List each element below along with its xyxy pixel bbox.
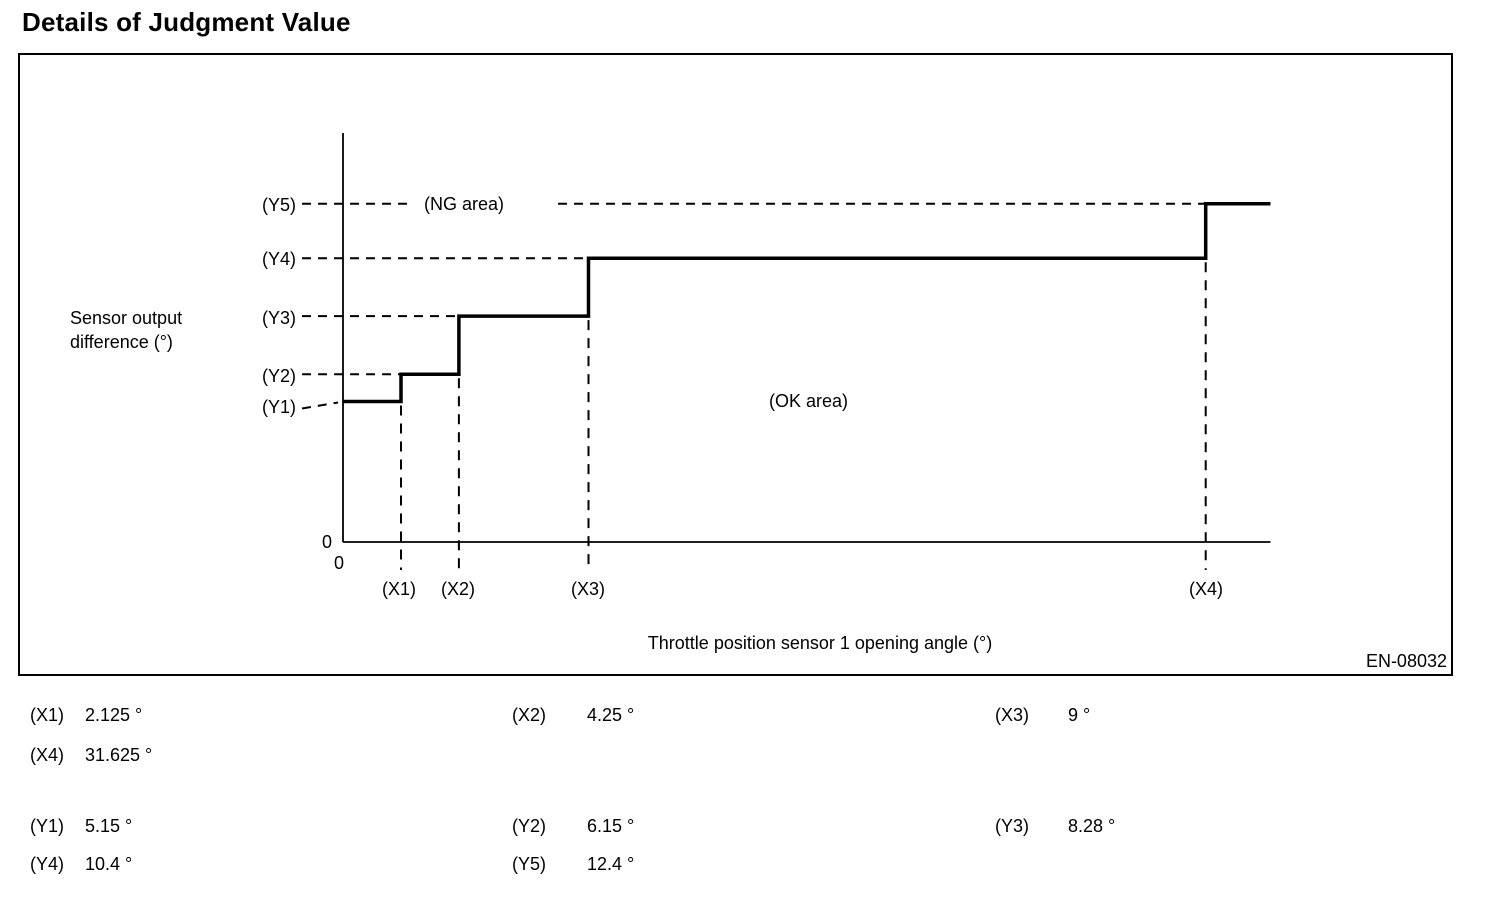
value-label-y3: (Y3) [995, 816, 1030, 836]
y-marker-y2: (Y2) [261, 366, 296, 386]
origin-zero-y: 0 [321, 532, 332, 552]
value-x2: 4.25 ° [587, 705, 635, 725]
value-label-x4: (X4) [30, 745, 65, 765]
x-marker-x4: (X4) [1188, 579, 1223, 599]
value-label-x3: (X3) [995, 705, 1030, 725]
ok-area-label: (OK area) [769, 391, 849, 411]
judgment-chart-canvas [301, 133, 1271, 570]
ng-area-label: (NG area) [424, 194, 505, 214]
value-label-x1: (X1) [30, 705, 65, 725]
judgment-boundary-line [343, 201, 1271, 404]
x-marker-x1: (X1) [381, 579, 416, 599]
judgment-value-figure [18, 53, 1453, 676]
page-title: Details of Judgment Value [22, 7, 351, 37]
y-marker-y4: (Y4) [261, 249, 296, 269]
value-label-y5: (Y5) [512, 854, 547, 874]
x-marker-x3: (X3) [570, 579, 605, 599]
y-marker-y1: (Y1) [261, 397, 296, 417]
guide-line-y1-connector [301, 401, 339, 410]
value-x1: 2.125 ° [85, 705, 143, 725]
value-x4: 31.625 ° [85, 745, 153, 765]
figure-code: EN-08032 [1365, 651, 1447, 671]
origin-zero-x: 0 [334, 553, 345, 573]
value-x3: 9 ° [1068, 705, 1091, 725]
value-y2: 6.15 ° [587, 816, 635, 836]
value-label-y1: (Y1) [30, 816, 65, 836]
x-marker-x2: (X2) [440, 579, 475, 599]
value-y3: 8.28 ° [1068, 816, 1116, 836]
y-axis-title: Sensor output difference (°) [70, 308, 183, 352]
value-label-y2: (Y2) [512, 816, 547, 836]
value-y4: 10.4 ° [85, 854, 133, 874]
y-marker-y3: (Y3) [261, 308, 296, 328]
value-label-y4: (Y4) [30, 854, 65, 874]
value-y1: 5.15 ° [85, 816, 133, 836]
x-axis-title: Throttle position sensor 1 opening angle… [647, 633, 993, 653]
value-label-x2: (X2) [512, 705, 547, 725]
y-marker-y5: (Y5) [261, 195, 296, 215]
value-y5: 12.4 ° [587, 854, 635, 874]
